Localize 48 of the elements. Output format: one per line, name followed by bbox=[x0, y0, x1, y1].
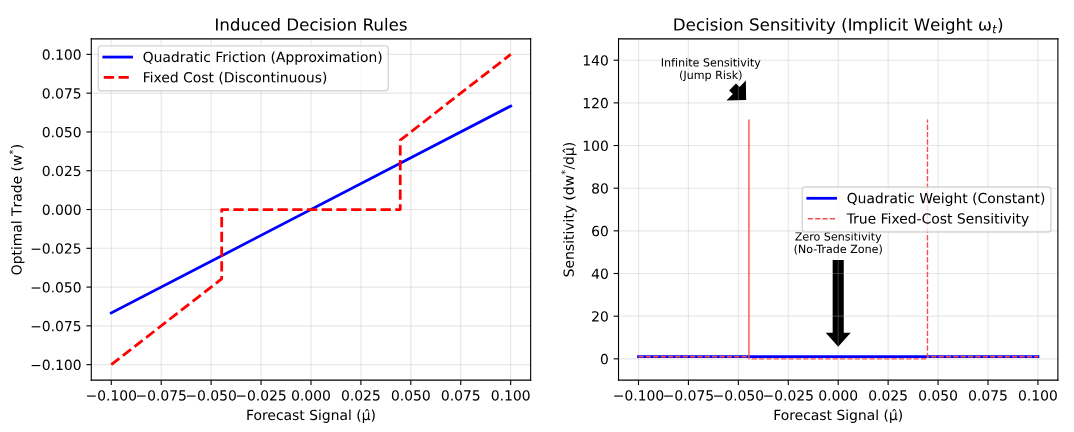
annotation: Infinite Sensitivity (Jump Risk) bbox=[661, 58, 761, 82]
y-tick-label: 60 bbox=[592, 225, 608, 237]
x-tick-label: −0.025 bbox=[236, 390, 286, 401]
x-tick-label: −0.050 bbox=[186, 390, 236, 401]
x-tick-label: 0.050 bbox=[391, 390, 430, 401]
x-axis-title: Forecast Signal (μ̂) bbox=[774, 408, 902, 423]
x-tick-label: 0.000 bbox=[292, 390, 330, 401]
y-tick-label: 0.025 bbox=[42, 165, 81, 177]
x-tick-label: 0.025 bbox=[869, 390, 907, 401]
legend-label: Quadratic Friction (Approximation) bbox=[143, 51, 382, 65]
y-tick-label: 0.050 bbox=[42, 126, 81, 138]
y-tick-label: 40 bbox=[591, 268, 608, 279]
y-tick-label: 0.000 bbox=[42, 204, 81, 215]
y-tick-label: 140 bbox=[583, 55, 608, 66]
x-tick-label: −0.050 bbox=[714, 390, 764, 401]
annotation: Zero Sensitivity (No-Trade Zone) bbox=[794, 232, 882, 255]
x-tick-label: −0.100 bbox=[87, 390, 137, 401]
chart-title: Induced Decision Rules bbox=[216, 17, 407, 31]
x-tick-label: 0.075 bbox=[441, 390, 480, 401]
y-tick-label: −0.025 bbox=[31, 243, 81, 254]
x-tick-label: 0.050 bbox=[919, 390, 958, 401]
x-tick-label: −0.075 bbox=[136, 390, 186, 401]
y-tick-label: 80 bbox=[592, 183, 608, 194]
x-tick-label: 0.100 bbox=[1018, 390, 1057, 401]
y-tick-label: 0.075 bbox=[42, 88, 81, 99]
x-tick-label: 0.100 bbox=[491, 390, 530, 401]
x-tick-label: 0.000 bbox=[819, 390, 858, 401]
y-axis-title: Sensitivity (dw$^{*}$/dμ̂) bbox=[561, 143, 577, 277]
y-tick-label: 0.100 bbox=[42, 49, 81, 60]
legend-label: Quadratic Weight (Constant) bbox=[847, 192, 1045, 207]
chart-title: Decision Sensitivity (Implicit Weight ω$_{t}$) bbox=[674, 17, 1003, 35]
x-tick-label: −0.025 bbox=[764, 390, 813, 401]
x-tick-label: −0.075 bbox=[664, 390, 713, 401]
x-tick-label: −0.100 bbox=[614, 390, 664, 401]
y-tick-label: 120 bbox=[583, 97, 608, 109]
y-tick-label: 100 bbox=[583, 140, 608, 151]
y-tick-label: −0.050 bbox=[31, 282, 81, 293]
legend-label: Fixed Cost (Discontinuous) bbox=[144, 71, 327, 85]
x-tick-label: 0.075 bbox=[969, 390, 1007, 401]
line-series bbox=[109, 53, 513, 367]
y-tick-label: −0.100 bbox=[31, 359, 81, 371]
x-axis-title: Forecast Signal (μ̂) bbox=[247, 408, 375, 423]
y-tick-label: −0.075 bbox=[31, 320, 81, 332]
x-tick-label: 0.025 bbox=[341, 390, 380, 401]
legend-label: True Fixed-Cost Sensitivity bbox=[846, 212, 1029, 227]
y-tick-label: 20 bbox=[592, 311, 608, 322]
y-tick-label: 0 bbox=[600, 353, 608, 365]
y-axis-title: Optimal Trade (w$^{*}$) bbox=[9, 145, 25, 275]
